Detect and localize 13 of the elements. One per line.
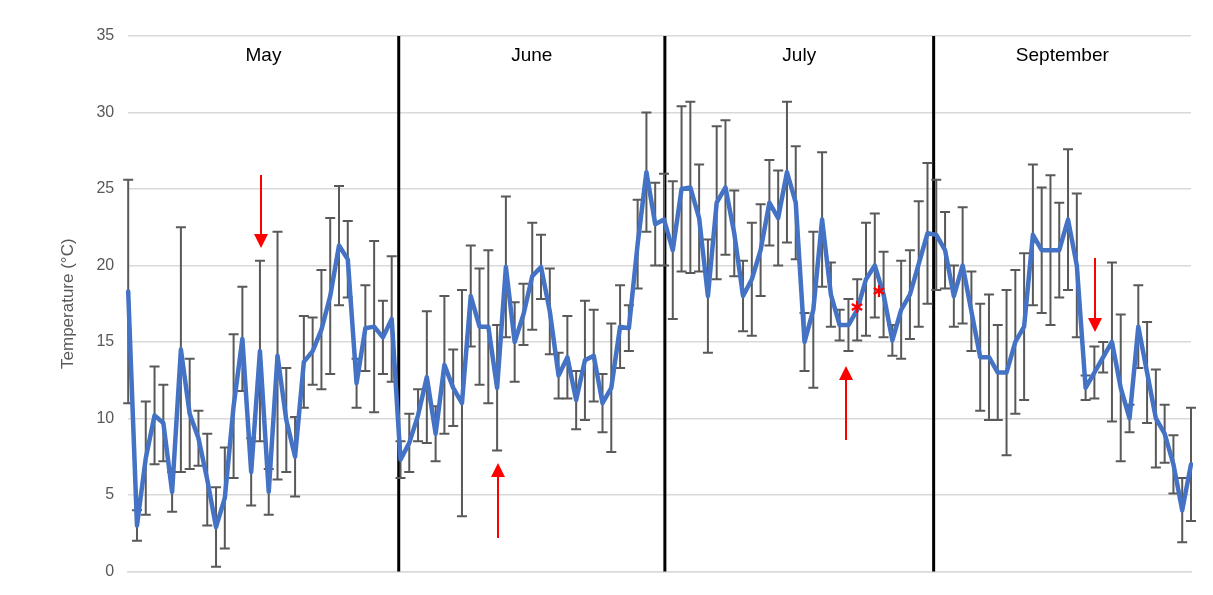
y-tick-label: 15 bbox=[96, 332, 115, 350]
y-tick-label: 30 bbox=[96, 102, 115, 120]
y-tick-label: 5 bbox=[105, 485, 115, 503]
y-axis-title: Temperature (°C) bbox=[57, 238, 77, 369]
annotation: May bbox=[245, 44, 282, 66]
annotation: September bbox=[1015, 44, 1110, 66]
y-tick-label: 0 bbox=[105, 561, 115, 579]
y-tick-label: 10 bbox=[96, 408, 115, 426]
y-tick-label: 35 bbox=[96, 26, 115, 44]
annotation: June bbox=[511, 44, 553, 66]
annotation: July bbox=[782, 44, 817, 66]
y-tick-label: 25 bbox=[96, 179, 115, 197]
y-tick-label: 20 bbox=[96, 255, 115, 273]
